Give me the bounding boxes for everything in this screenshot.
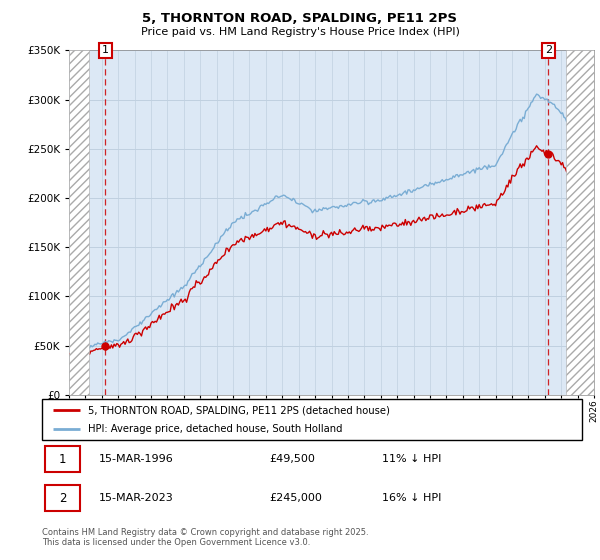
FancyBboxPatch shape bbox=[45, 486, 80, 511]
Text: 2: 2 bbox=[59, 492, 66, 505]
Text: 15-MAR-2023: 15-MAR-2023 bbox=[98, 493, 173, 503]
Text: £245,000: £245,000 bbox=[269, 493, 322, 503]
FancyBboxPatch shape bbox=[45, 446, 80, 472]
Text: Price paid vs. HM Land Registry's House Price Index (HPI): Price paid vs. HM Land Registry's House … bbox=[140, 27, 460, 37]
Text: 16% ↓ HPI: 16% ↓ HPI bbox=[382, 493, 442, 503]
Text: HPI: Average price, detached house, South Holland: HPI: Average price, detached house, Sout… bbox=[88, 424, 343, 434]
Text: 5, THORNTON ROAD, SPALDING, PE11 2PS (detached house): 5, THORNTON ROAD, SPALDING, PE11 2PS (de… bbox=[88, 405, 390, 415]
Text: Contains HM Land Registry data © Crown copyright and database right 2025.
This d: Contains HM Land Registry data © Crown c… bbox=[42, 528, 368, 547]
Text: £49,500: £49,500 bbox=[269, 454, 314, 464]
Text: 2: 2 bbox=[545, 45, 552, 55]
Text: 11% ↓ HPI: 11% ↓ HPI bbox=[382, 454, 442, 464]
FancyBboxPatch shape bbox=[42, 399, 582, 440]
Text: 5, THORNTON ROAD, SPALDING, PE11 2PS: 5, THORNTON ROAD, SPALDING, PE11 2PS bbox=[143, 12, 458, 25]
Text: 1: 1 bbox=[59, 452, 66, 465]
Text: 15-MAR-1996: 15-MAR-1996 bbox=[98, 454, 173, 464]
Text: 1: 1 bbox=[102, 45, 109, 55]
